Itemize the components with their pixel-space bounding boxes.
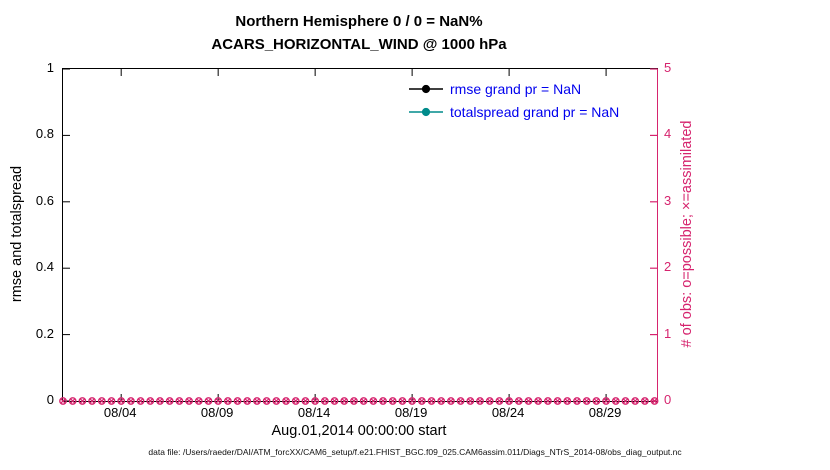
x-tick-label: 08/04 — [103, 405, 137, 420]
left-y-tick-label: 0.8 — [35, 126, 54, 142]
x-axis-label: Aug.01,2014 00:00:00 start — [271, 423, 447, 439]
left-y-tick-label: 1 — [46, 60, 54, 75]
legend-item-rmse: rmse grand pr = NaN — [409, 78, 619, 99]
rmse-line-marker-sample — [409, 84, 443, 93]
right-y-tick-label: 1 — [664, 325, 672, 341]
right-y-tick-label: 2 — [664, 259, 672, 275]
possible-obs-markers — [59, 397, 659, 405]
left-y-tick-label: 0.6 — [35, 192, 54, 208]
x-tick-label: 08/19 — [394, 405, 428, 420]
totalspread-line-marker-sample — [409, 107, 443, 116]
left-y-tick-label: 0.2 — [35, 325, 54, 341]
chart-title: Northern Hemisphere 0 / 0 = NaN% — [235, 13, 483, 30]
x-tick-label: 08/09 — [200, 405, 234, 420]
legend: rmse grand pr = NaN totalspread grand pr… — [409, 78, 619, 122]
right-y-tick-label: 3 — [664, 192, 672, 208]
data-file-path: data file: /Users/raeder/DAI/ATM_forcXX/… — [148, 447, 682, 457]
x-tick-label: 08/14 — [297, 405, 331, 420]
legend-label-totalspread: totalspread grand pr = NaN — [450, 103, 620, 120]
x-tick-label: 08/29 — [588, 405, 622, 420]
right-y-tick-label: 5 — [664, 60, 672, 75]
left-y-tick-label: 0 — [46, 392, 54, 407]
plot-canvas — [59, 68, 659, 405]
left-y-tick-label: 0.4 — [35, 259, 54, 275]
right-y-axis-label: # of obs: o=possible; ×=assimilated — [679, 120, 695, 348]
right-y-tick-label: 0 — [664, 392, 672, 407]
legend-item-totalspread: totalspread grand pr = NaN — [409, 101, 619, 122]
chart-subtitle: ACARS_HORIZONTAL_WIND @ 1000 hPa — [211, 36, 507, 53]
left-y-axis-label: rmse and totalspread — [9, 165, 25, 303]
plot-area: rmse grand pr = NaN totalspread grand pr… — [59, 68, 659, 405]
x-tick-label: 08/24 — [491, 405, 525, 420]
right-y-tick-label: 4 — [664, 126, 672, 142]
assimilated-obs-markers — [60, 398, 658, 404]
legend-label-rmse: rmse grand pr = NaN — [450, 80, 582, 97]
